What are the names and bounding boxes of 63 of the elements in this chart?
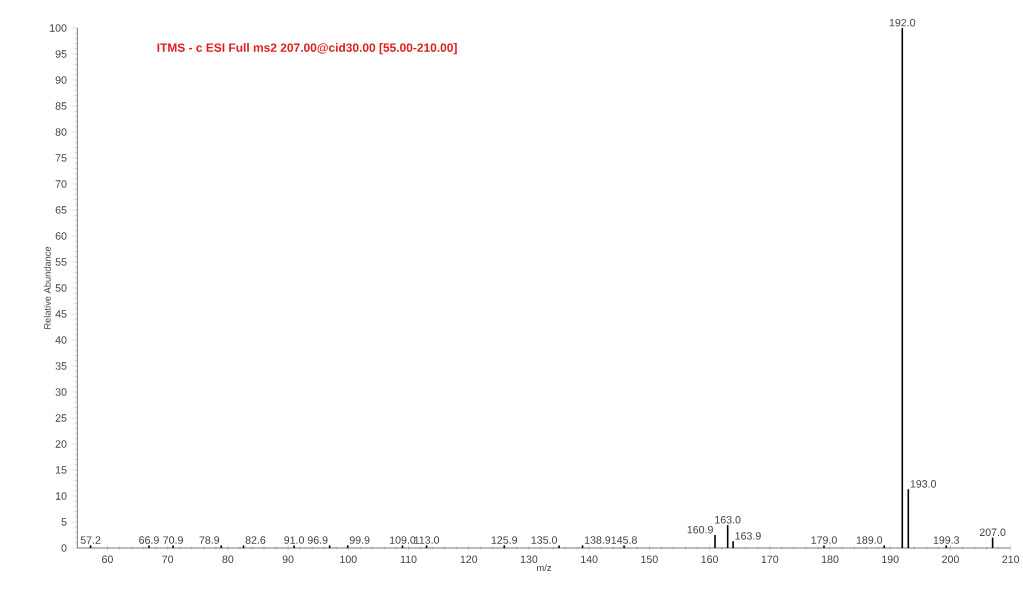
x-tick-label: 200 — [942, 555, 959, 564]
y-axis-title: Relative Abundance — [43, 246, 51, 329]
annotation: 57.2 — [80, 536, 101, 544]
x-tick-label: 180 — [821, 555, 839, 564]
y-tick-label: 60 — [55, 232, 67, 240]
annotation: 160.9 — [687, 525, 713, 534]
annotation: 96.9 — [307, 536, 328, 544]
y-tick-label: 90 — [55, 76, 67, 84]
y-tick-label: 45 — [55, 310, 67, 318]
y-tick-label: 20 — [55, 440, 67, 448]
y-tick-label: 95 — [55, 50, 67, 58]
y-tick-label: 80 — [55, 128, 67, 136]
x-tick-label: 150 — [641, 555, 658, 564]
annotation: 91.0 — [284, 536, 305, 544]
annotation: 179.0 — [811, 536, 837, 544]
x-tick-label: 60 — [102, 555, 113, 564]
x-tick-label: 100 — [340, 555, 357, 564]
annotation: 192.0 — [889, 18, 916, 27]
x-tick-label: 210 — [1002, 555, 1020, 564]
annotation: 199.3 — [933, 536, 960, 544]
annotation: 163.0 — [715, 516, 741, 524]
y-tick-label: 15 — [55, 466, 67, 474]
annotation: 193.0 — [910, 480, 937, 488]
y-tick-label: 100 — [50, 24, 67, 32]
annotation: 145.8 — [611, 536, 637, 544]
annotation: 113.0 — [414, 536, 440, 544]
annotation: 99.9 — [349, 536, 370, 544]
x-tick-label: 110 — [400, 555, 417, 564]
annotation: 70.9 — [163, 536, 183, 544]
y-tick-label: 65 — [55, 206, 67, 214]
x-tick-label: 90 — [282, 555, 294, 564]
annotation: 135.0 — [531, 536, 558, 544]
annotation: 78.9 — [199, 536, 220, 544]
y-tick-label: 55 — [55, 258, 67, 266]
x-tick-label: 140 — [581, 555, 598, 564]
y-tick-label: 10 — [55, 492, 67, 500]
annotation: 138.9 — [584, 536, 611, 544]
y-tick-label: 35 — [55, 362, 67, 370]
x-tick-label: 120 — [460, 555, 478, 564]
y-tick-label: 75 — [55, 154, 67, 162]
y-tick-label: 0 — [61, 544, 67, 552]
annotation: 66.9 — [139, 536, 159, 544]
y-tick-label: 70 — [55, 180, 67, 188]
y-tick-label: 40 — [55, 336, 67, 344]
y-tick-label: 85 — [55, 102, 67, 110]
y-tick-label: 25 — [55, 414, 67, 422]
x-tick-label: 190 — [882, 555, 899, 564]
x-axis-title: m/z — [537, 564, 552, 572]
x-tick-label: 170 — [761, 555, 779, 564]
annotation: 82.6 — [245, 536, 266, 544]
annotation: 189.0 — [856, 536, 883, 544]
text: ITMS - c ESI Full ms2 207.00@cid30.00 [55.00-210.00] — [157, 43, 457, 55]
y-tick-label: 5 — [61, 518, 67, 526]
y-tick-label: 30 — [55, 388, 67, 396]
annotation: 163.9 — [735, 532, 761, 540]
annotation: 207.0 — [979, 528, 1006, 537]
y-tick-label: 50 — [55, 284, 67, 292]
annotation: 125.9 — [491, 536, 518, 544]
x-tick-label: 130 — [520, 555, 538, 564]
x-tick-label: 80 — [222, 555, 234, 564]
x-tick-label: 70 — [162, 555, 174, 564]
annotation: 109.0 — [390, 536, 416, 544]
x-tick-label: 160 — [701, 555, 719, 564]
